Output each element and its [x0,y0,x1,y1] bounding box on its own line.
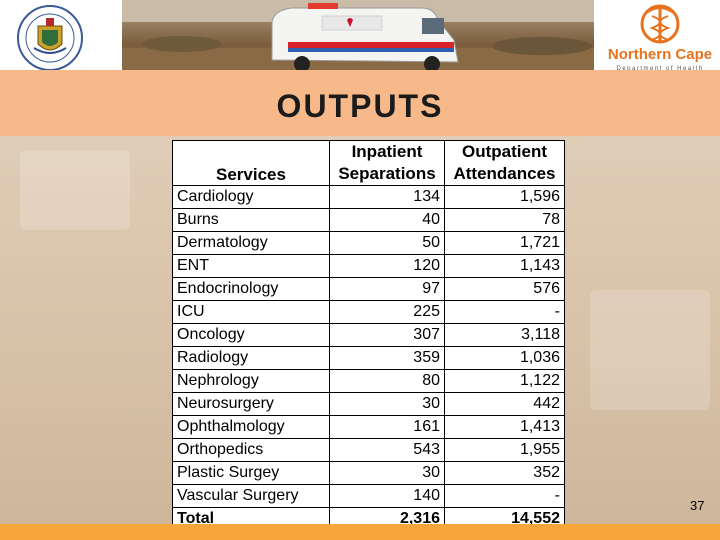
table-row: Nephrology 80 1,122 [172,369,565,393]
cell-service: Radiology [172,346,330,370]
cell-inpatient: 40 [329,208,445,232]
cell-service: Cardiology [172,185,330,209]
table-row: Orthopedics 543 1,955 [172,438,565,462]
table-row: ICU 225- [172,300,565,324]
table-body: Cardiology 134 1,596 Burns 40 78 Dermatology 50… [172,185,565,531]
cell-inpatient: 120 [329,254,445,278]
cell-service: Nephrology [172,369,330,393]
header-services: Services [172,140,330,186]
cell-outpatient: 1,413 [444,415,565,439]
table-row: ENT 120 1,143 [172,254,565,278]
cell-inpatient: 543 [329,438,445,462]
cell-outpatient: 1,036 [444,346,565,370]
background-shape [20,150,130,230]
northern-cape-logo: Northern Cape Department of Health [604,2,716,76]
table-row: Plastic Surgey 30 352 [172,461,565,485]
cell-service: Endocrinology [172,277,330,301]
table-row: Radiology 359 1,036 [172,346,565,370]
logo-title: Northern Cape [608,46,712,63]
table-row: Cardiology 134 1,596 [172,185,565,209]
caduceus-icon: Northern Cape Department of Health [608,4,712,72]
cell-inpatient: 30 [329,461,445,485]
cell-inpatient: 134 [329,185,445,209]
table-row: Neurosurgery 30 442 [172,392,565,416]
bottom-bar [0,524,720,540]
cell-outpatient: 352 [444,461,565,485]
cell-service: ENT [172,254,330,278]
cell-inpatient: 161 [329,415,445,439]
cell-outpatient: 78 [444,208,565,232]
cell-inpatient: 225 [329,300,445,324]
table-row: Ophthalmology 161 1,413 [172,415,565,439]
cell-outpatient: - [444,300,565,324]
cell-outpatient: 576 [444,277,565,301]
cell-outpatient: 1,955 [444,438,565,462]
header-inpatient: Inpatient Separations [329,140,445,186]
title-banner [0,70,720,136]
table-row: Vascular Surgery 140- [172,484,565,508]
background-shape [590,290,710,410]
cell-service: Plastic Surgey [172,461,330,485]
cell-inpatient: 140 [329,484,445,508]
cell-inpatient: 50 [329,231,445,255]
cell-service: Orthopedics [172,438,330,462]
cell-outpatient: 1,143 [444,254,565,278]
cell-inpatient: 80 [329,369,445,393]
cell-outpatient: 1,721 [444,231,565,255]
table-row: Endocrinology 97 576 [172,277,565,301]
cell-service: Dermatology [172,231,330,255]
table-row: Dermatology 50 1,721 [172,231,565,255]
cell-outpatient: 442 [444,392,565,416]
table-row: Burns 40 78 [172,208,565,232]
page-number: 37 [690,498,705,513]
cell-outpatient: 3,118 [444,323,565,347]
cell-service: Vascular Surgery [172,484,330,508]
table-row: Oncology 307 3,118 [172,323,565,347]
outputs-table: Services Inpatient Separations Outpatien… [172,140,565,531]
cell-service: ICU [172,300,330,324]
cell-service: Ophthalmology [172,415,330,439]
cell-inpatient: 359 [329,346,445,370]
cell-service: Burns [172,208,330,232]
cell-service: Oncology [172,323,330,347]
logo-subtitle: Department of Health [616,66,703,72]
cell-outpatient: 1,122 [444,369,565,393]
cell-inpatient: 307 [329,323,445,347]
cell-outpatient: - [444,484,565,508]
provincial-crest-icon [17,5,83,71]
cell-service: Neurosurgery [172,392,330,416]
header-outpatient: Outpatient Attendances [444,140,565,186]
cell-outpatient: 1,596 [444,185,565,209]
cell-inpatient: 30 [329,392,445,416]
cell-inpatient: 97 [329,277,445,301]
slide-title: OUTPUTS [276,88,444,124]
